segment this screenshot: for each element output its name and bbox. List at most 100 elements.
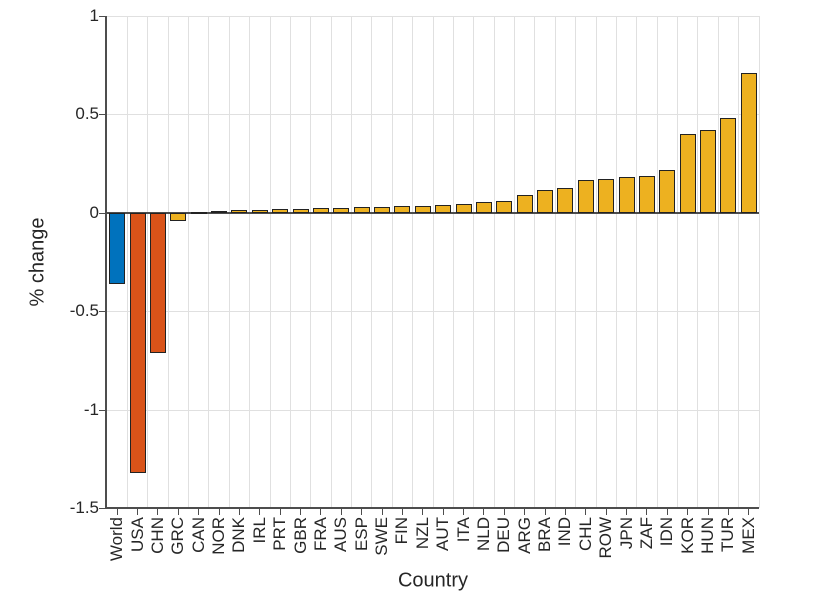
bar-AUT <box>435 204 452 213</box>
gridline-vertical <box>717 16 719 508</box>
x-tick <box>340 509 342 515</box>
bar-World <box>109 212 126 284</box>
gridline-vertical <box>554 16 556 508</box>
x-tick-label-World: World <box>107 517 127 562</box>
gridline-vertical <box>249 16 251 508</box>
gridline-vertical <box>534 16 536 508</box>
gridline-vertical <box>493 16 495 508</box>
x-tick-label-CAN: CAN <box>188 517 208 553</box>
y-tick <box>99 310 105 312</box>
x-tick <box>198 509 200 515</box>
gridline-vertical <box>371 16 373 508</box>
x-tick <box>463 509 465 515</box>
x-tick-label-ROW: ROW <box>596 517 616 559</box>
y-axis-label: % change <box>26 217 49 307</box>
y-tick-label-0.5: 0.5 <box>75 104 99 123</box>
gridline-vertical <box>208 16 210 508</box>
gridline-vertical <box>615 16 617 508</box>
gridline-vertical <box>452 16 454 508</box>
gridline-vertical <box>289 16 291 508</box>
x-tick <box>666 509 668 515</box>
x-tick-label-USA: USA <box>127 517 147 552</box>
x-tick-label-GRC: GRC <box>168 517 188 555</box>
gridline-vertical <box>167 16 169 508</box>
x-tick <box>218 509 220 515</box>
x-tick <box>238 509 240 515</box>
x-tick-label-FIN: FIN <box>392 517 412 545</box>
y-tick-label--1: -1 <box>83 400 99 419</box>
bar-HUN <box>700 130 717 213</box>
y-tick-label--1.5: -1.5 <box>69 498 99 517</box>
gridline-horizontal <box>107 410 759 411</box>
x-tick-label-NOR: NOR <box>209 517 229 555</box>
plot-area: 1 0.5 0 -0.5 -1 -1.5 World USA CHN GRC CAN NOR DNK IR… <box>70 6 760 561</box>
bar-ESP <box>353 207 370 213</box>
x-tick <box>401 509 403 515</box>
bar-IRL <box>251 209 268 213</box>
gridline-vertical <box>575 16 577 508</box>
x-tick-label-CHL: CHL <box>575 517 595 552</box>
gridline-vertical <box>147 16 149 508</box>
gridline-vertical <box>636 16 638 508</box>
gridline-vertical <box>269 16 271 508</box>
x-tick-label-DNK: DNK <box>229 517 249 553</box>
x-tick <box>503 509 505 515</box>
gridline-vertical <box>310 16 312 508</box>
gridline-vertical <box>126 16 128 508</box>
x-tick <box>605 509 607 515</box>
bar-FIN <box>394 206 411 213</box>
gridline-horizontal <box>107 114 759 115</box>
bar-JPN <box>618 177 635 213</box>
x-tick <box>707 509 709 515</box>
x-tick-label-BRA: BRA <box>535 517 555 552</box>
bar-USA <box>129 212 146 473</box>
bar-GRC <box>170 212 187 221</box>
bar-SWE <box>374 206 391 213</box>
x-tick-label-SWE: SWE <box>372 517 392 556</box>
gridline-vertical <box>697 16 699 508</box>
x-tick-label-IDN: IDN <box>657 517 677 547</box>
x-tick <box>626 509 628 515</box>
x-tick-label-FRA: FRA <box>310 517 330 551</box>
x-tick-label-ARG: ARG <box>514 517 534 554</box>
y-tick <box>99 15 105 17</box>
x-tick <box>564 509 566 515</box>
x-tick <box>116 509 118 515</box>
y-tick <box>99 212 105 214</box>
x-tick-label-CHN: CHN <box>147 517 167 554</box>
gridline-vertical <box>473 16 475 508</box>
gridline-vertical <box>595 16 597 508</box>
x-tick <box>320 509 322 515</box>
x-tick <box>381 509 383 515</box>
bar-IDN <box>659 169 676 213</box>
gridline-vertical <box>432 16 434 508</box>
bar-AUS <box>333 207 350 213</box>
x-tick-label-IRL: IRL <box>249 517 269 544</box>
x-tick <box>177 509 179 515</box>
x-tick-label-HUN: HUN <box>698 517 718 554</box>
bar-CAN <box>190 211 207 214</box>
x-tick <box>524 509 526 515</box>
y-tick <box>99 113 105 115</box>
gridline-vertical <box>758 16 760 508</box>
y-axis-line <box>105 16 107 509</box>
bar-NZL <box>414 205 431 213</box>
x-tick <box>300 509 302 515</box>
x-tick-label-NLD: NLD <box>473 517 493 552</box>
x-tick <box>687 509 689 515</box>
bar-TUR <box>720 118 737 213</box>
x-tick <box>259 509 261 515</box>
x-tick-label-GBR: GBR <box>290 517 310 554</box>
x-tick-label-KOR: KOR <box>677 517 697 554</box>
x-axis-label: Country <box>397 569 469 592</box>
gridline-vertical <box>514 16 515 508</box>
x-tick-label-ZAF: ZAF <box>636 517 656 550</box>
x-tick <box>585 509 587 515</box>
x-tick <box>442 509 444 515</box>
bar-ROW <box>598 179 615 213</box>
bar-IND <box>557 188 574 213</box>
bar-ITA <box>455 203 472 213</box>
gridline-vertical <box>228 16 230 508</box>
x-tick-label-ITA: ITA <box>453 517 473 543</box>
